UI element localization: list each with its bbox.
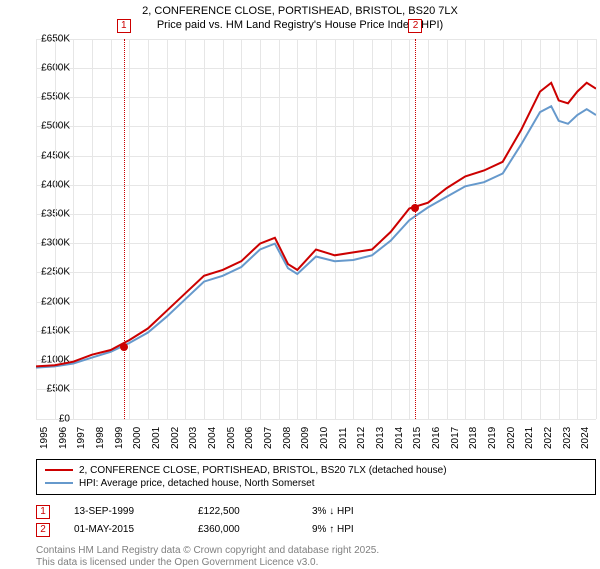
x-axis-label: 2019 (487, 426, 498, 448)
x-axis-label: 2004 (207, 426, 218, 448)
legend-row: HPI: Average price, detached house, Nort… (45, 477, 587, 490)
legend-swatch (45, 469, 73, 471)
x-axis-label: 2009 (300, 426, 311, 448)
x-axis-label: 1997 (76, 426, 87, 448)
x-axis-label: 2022 (543, 426, 554, 448)
attribution-line-2: This data is licensed under the Open Gov… (36, 557, 596, 569)
transaction-delta: 9% ↑ HPI (312, 524, 354, 535)
x-axis-label: 2024 (580, 426, 591, 448)
x-axis-label: 2021 (524, 426, 535, 448)
marker-box-2: 2 (408, 19, 422, 33)
x-axis-label: 2014 (394, 426, 405, 448)
marker-line-2 (415, 39, 416, 419)
transaction-marker-2: 2 (36, 523, 50, 537)
marker-box-1: 1 (117, 19, 131, 33)
plot-area: £0£50K£100K£150K£200K£250K£300K£350K£400… (36, 39, 596, 419)
x-axis-label: 2008 (282, 426, 293, 448)
transaction-row: 2 01-MAY-2015 £360,000 9% ↑ HPI (36, 521, 596, 539)
x-axis-label: 2020 (506, 426, 517, 448)
x-axis-label: 2003 (188, 426, 199, 448)
x-axis-label: 2012 (356, 426, 367, 448)
x-axis-label: 2013 (375, 426, 386, 448)
legend-swatch (45, 482, 73, 484)
x-axis-label: 2018 (468, 426, 479, 448)
transaction-list: 1 13-SEP-1999 £122,500 3% ↓ HPI 2 01-MAY-2015… (36, 503, 596, 539)
series-svg (36, 39, 596, 419)
title-line-1: 2, CONFERENCE CLOSE, PORTISHEAD, BRISTOL… (0, 4, 600, 18)
series-price (36, 82, 596, 366)
x-axis-label: 2016 (431, 426, 442, 448)
marker-line-1 (124, 39, 125, 419)
transaction-marker-1: 1 (36, 505, 50, 519)
transaction-date: 01-MAY-2015 (74, 524, 174, 535)
x-axis-label: 2005 (226, 426, 237, 448)
legend-row: 2, CONFERENCE CLOSE, PORTISHEAD, BRISTOL… (45, 464, 587, 477)
transaction-price: £122,500 (198, 506, 288, 517)
legend-label: 2, CONFERENCE CLOSE, PORTISHEAD, BRISTOL… (79, 465, 447, 476)
x-axis-label: 2000 (132, 426, 143, 448)
x-axis-label: 2017 (450, 426, 461, 448)
x-axis-label: 2006 (244, 426, 255, 448)
transaction-delta: 3% ↓ HPI (312, 506, 354, 517)
x-axis-label: 2023 (562, 426, 573, 448)
attribution: Contains HM Land Registry data © Crown c… (36, 545, 596, 569)
legend-label: HPI: Average price, detached house, Nort… (79, 478, 315, 489)
transaction-price: £360,000 (198, 524, 288, 535)
x-axis-label: 1995 (39, 426, 50, 448)
marker-dot-2 (411, 204, 419, 212)
x-axis-label: 2010 (319, 426, 330, 448)
x-axis-label: 2001 (151, 426, 162, 448)
legend: 2, CONFERENCE CLOSE, PORTISHEAD, BRISTOL… (36, 459, 596, 495)
x-axis-label: 2007 (263, 426, 274, 448)
x-axis-label: 1998 (95, 426, 106, 448)
gridline-v (596, 39, 597, 419)
x-axis-label: 2011 (338, 427, 349, 449)
title-line-2: Price paid vs. HM Land Registry's House … (0, 18, 600, 32)
chart-title: 2, CONFERENCE CLOSE, PORTISHEAD, BRISTOL… (0, 0, 600, 33)
attribution-line-1: Contains HM Land Registry data © Crown c… (36, 545, 596, 557)
transaction-date: 13-SEP-1999 (74, 506, 174, 517)
x-axis-label: 2015 (412, 426, 423, 448)
x-axis-label: 1996 (58, 426, 69, 448)
gridline-h (36, 419, 596, 420)
x-axis-label: 1999 (114, 426, 125, 448)
transaction-row: 1 13-SEP-1999 £122,500 3% ↓ HPI (36, 503, 596, 521)
x-axis-label: 2002 (170, 426, 181, 448)
marker-dot-1 (120, 343, 128, 351)
